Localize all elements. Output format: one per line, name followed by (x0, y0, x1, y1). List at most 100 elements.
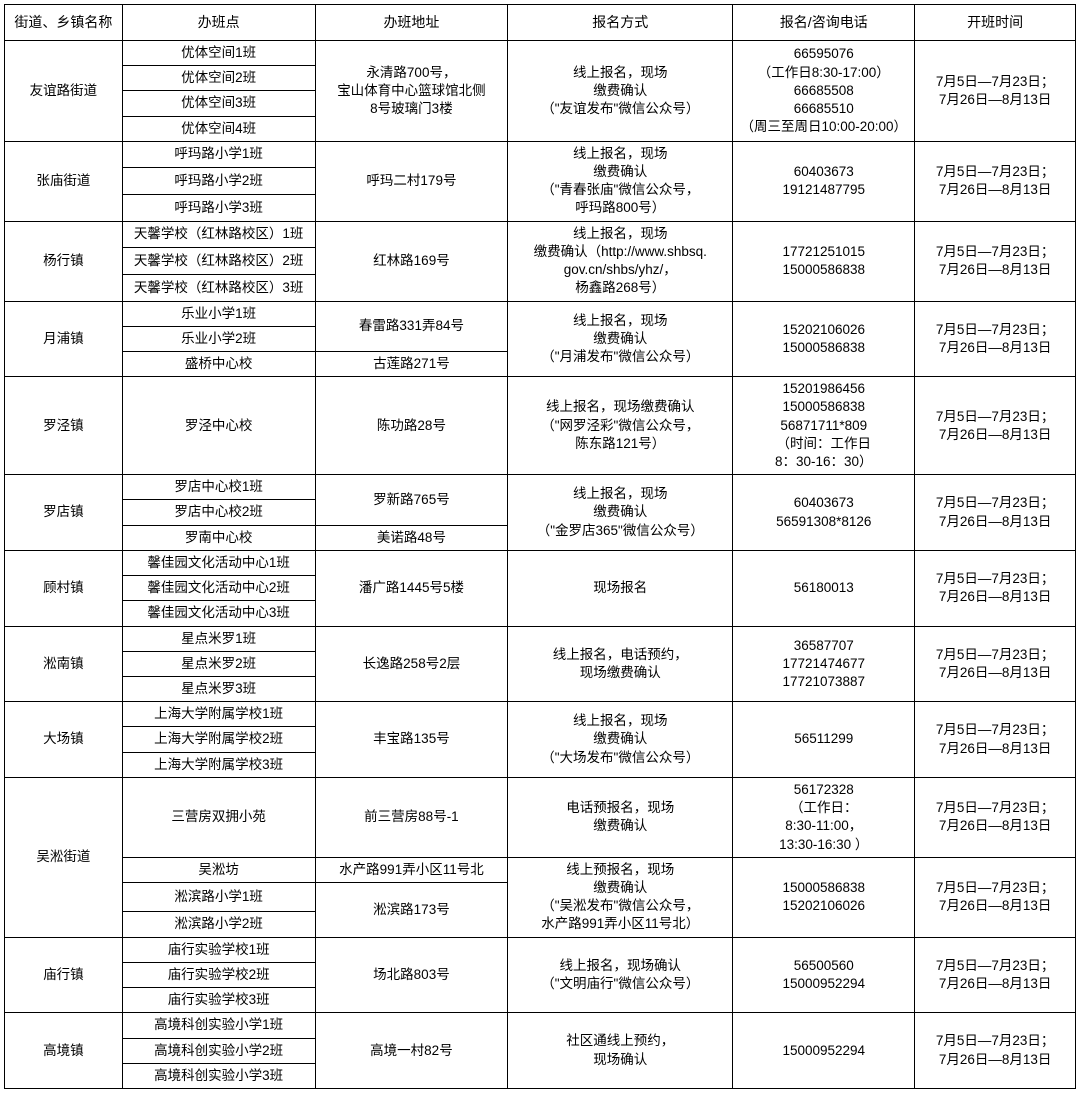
cell-method: 现场报名 (508, 550, 733, 626)
cell-method: 线上报名，现场缴费确认（"月浦发布"微信公众号） (508, 301, 733, 377)
cell-class: 优体空间4班 (122, 116, 315, 141)
cell-method: 线上报名，现场缴费确认（"大场发布"微信公众号） (508, 702, 733, 778)
col-time: 开班时间 (915, 5, 1076, 41)
cell-phone: 1520210602615000586838 (733, 301, 915, 377)
cell-phone: 56180013 (733, 550, 915, 626)
col-class: 办班点 (122, 5, 315, 41)
cell-class: 罗泾中心校 (122, 377, 315, 475)
table-row: 张庙街道 呼玛路小学1班 呼玛二村179号 线上报名，现场缴费确认（"青春张庙"… (5, 141, 1076, 168)
cell-class: 罗南中心校 (122, 525, 315, 550)
cell-method: 线上报名，现场缴费确认（"金罗店365"微信公众号） (508, 475, 733, 551)
cell-district: 月浦镇 (5, 301, 123, 377)
cell-addr: 前三营房88号-1 (315, 777, 508, 857)
cell-phone: 1772125101515000586838 (733, 221, 915, 301)
cell-time: 7月5日—7月23日；7月26日—8月13日 (915, 301, 1076, 377)
cell-method: 线上报名，现场确认（"文明庙行"微信公众号） (508, 937, 733, 1013)
cell-addr: 红林路169号 (315, 221, 508, 301)
cell-district: 淞南镇 (5, 626, 123, 702)
schedule-table: 街道、乡镇名称 办班点 办班地址 报名方式 报名/咨询电话 开班时间 友谊路街道… (4, 4, 1076, 1089)
table-row: 吴淞坊 水产路991弄小区11号北 线上预报名，现场缴费确认（"吴淞发布"微信公… (5, 857, 1076, 882)
cell-class: 优体空间2班 (122, 66, 315, 91)
cell-addr: 场北路803号 (315, 937, 508, 1013)
cell-addr: 永清路700号，宝山体育中心篮球馆北侧8号玻璃门3楼 (315, 40, 508, 141)
table-row: 月浦镇 乐业小学1班 春雷路331弄84号 线上报名，现场缴费确认（"月浦发布"… (5, 301, 1076, 326)
cell-class: 天馨学校（红林路校区）3班 (122, 274, 315, 301)
cell-time: 7月5日—7月23日；7月26日—8月13日 (915, 937, 1076, 1013)
table-row: 淞南镇 星点米罗1班 长逸路258号2层 线上报名，电话预约，现场缴费确认 36… (5, 626, 1076, 651)
table-row: 大场镇 上海大学附属学校1班 丰宝路135号 线上报名，现场缴费确认（"大场发布… (5, 702, 1076, 727)
cell-method: 线上报名，现场缴费确认（http://www.shbsq.gov.cn/shbs… (508, 221, 733, 301)
cell-class: 乐业小学2班 (122, 326, 315, 351)
cell-class: 乐业小学1班 (122, 301, 315, 326)
cell-addr: 罗新路765号 (315, 475, 508, 525)
cell-district: 吴淞街道 (5, 777, 123, 937)
cell-time: 7月5日—7月23日；7月26日—8月13日 (915, 1013, 1076, 1089)
cell-method: 线上预报名，现场缴费确认（"吴淞发布"微信公众号，水产路991弄小区11号北） (508, 857, 733, 937)
col-phone: 报名/咨询电话 (733, 5, 915, 41)
cell-district: 高境镇 (5, 1013, 123, 1089)
cell-addr: 水产路991弄小区11号北 (315, 857, 508, 882)
cell-district: 罗店镇 (5, 475, 123, 551)
cell-class: 庙行实验学校2班 (122, 962, 315, 987)
cell-class: 馨佳园文化活动中心3班 (122, 601, 315, 626)
cell-method: 电话预报名，现场缴费确认 (508, 777, 733, 857)
table-row: 高境镇 高境科创实验小学1班 高境一村82号 社区通线上预约，现场确认 1500… (5, 1013, 1076, 1038)
cell-district: 张庙街道 (5, 141, 123, 221)
cell-time: 7月5日—7月23日；7月26日—8月13日 (915, 141, 1076, 221)
cell-class: 罗店中心校1班 (122, 475, 315, 500)
cell-time: 7月5日—7月23日；7月26日—8月13日 (915, 626, 1076, 702)
cell-class: 罗店中心校2班 (122, 500, 315, 525)
cell-addr: 丰宝路135号 (315, 702, 508, 778)
cell-class: 呼玛路小学1班 (122, 141, 315, 168)
cell-class: 呼玛路小学2班 (122, 168, 315, 195)
cell-addr: 高境一村82号 (315, 1013, 508, 1089)
cell-phone: 56511299 (733, 702, 915, 778)
cell-class: 优体空间3班 (122, 91, 315, 116)
cell-time: 7月5日—7月23日；7月26日—8月13日 (915, 40, 1076, 141)
cell-addr: 淞滨路173号 (315, 882, 508, 937)
cell-class: 馨佳园文化活动中心2班 (122, 576, 315, 601)
cell-phone: 5650056015000952294 (733, 937, 915, 1013)
cell-class: 上海大学附属学校3班 (122, 752, 315, 777)
table-row: 罗泾镇 罗泾中心校 陈功路28号 线上报名，现场缴费确认（"网罗泾彩"微信公众号… (5, 377, 1076, 475)
cell-phone: 66595076（工作日8:30-17:00）6668550866685510（… (733, 40, 915, 141)
cell-class: 盛桥中心校 (122, 351, 315, 376)
cell-class: 淞滨路小学2班 (122, 912, 315, 937)
cell-class: 天馨学校（红林路校区）2班 (122, 248, 315, 275)
col-method: 报名方式 (508, 5, 733, 41)
cell-method: 线上报名，现场缴费确认（"友谊发布"微信公众号） (508, 40, 733, 141)
cell-class: 星点米罗2班 (122, 651, 315, 676)
col-address: 办班地址 (315, 5, 508, 41)
cell-district: 大场镇 (5, 702, 123, 778)
cell-time: 7月5日—7月23日；7月26日—8月13日 (915, 377, 1076, 475)
cell-class: 高境科创实验小学3班 (122, 1063, 315, 1088)
cell-district: 庙行镇 (5, 937, 123, 1013)
cell-addr: 陈功路28号 (315, 377, 508, 475)
cell-class: 上海大学附属学校1班 (122, 702, 315, 727)
cell-phone: 152019864561500058683856871711*809（时间：工作… (733, 377, 915, 475)
cell-class: 淞滨路小学1班 (122, 882, 315, 911)
cell-phone: 6040367319121487795 (733, 141, 915, 221)
cell-time: 7月5日—7月23日；7月26日—8月13日 (915, 702, 1076, 778)
table-row: 杨行镇 天馨学校（红林路校区）1班 红林路169号 线上报名，现场缴费确认（ht… (5, 221, 1076, 248)
cell-class: 天馨学校（红林路校区）1班 (122, 221, 315, 248)
cell-phone: 56172328（工作日：8:30-11:00，13:30-16:30 ） (733, 777, 915, 857)
cell-class: 高境科创实验小学1班 (122, 1013, 315, 1038)
cell-phone: 6040367356591308*8126 (733, 475, 915, 551)
cell-class: 庙行实验学校1班 (122, 937, 315, 962)
cell-phone: 1500058683815202106026 (733, 857, 915, 937)
cell-district: 友谊路街道 (5, 40, 123, 141)
cell-phone: 15000952294 (733, 1013, 915, 1089)
cell-district: 罗泾镇 (5, 377, 123, 475)
table-row: 罗店镇 罗店中心校1班 罗新路765号 线上报名，现场缴费确认（"金罗店365"… (5, 475, 1076, 500)
cell-time: 7月5日—7月23日；7月26日—8月13日 (915, 550, 1076, 626)
cell-method: 线上报名，现场缴费确认（"青春张庙"微信公众号，呼玛路800号） (508, 141, 733, 221)
cell-class: 高境科创实验小学2班 (122, 1038, 315, 1063)
cell-addr: 潘广路1445号5楼 (315, 550, 508, 626)
cell-class: 三营房双拥小苑 (122, 777, 315, 857)
cell-addr: 呼玛二村179号 (315, 141, 508, 221)
cell-phone: 365877071772147467717721073887 (733, 626, 915, 702)
table-row: 庙行镇 庙行实验学校1班 场北路803号 线上报名，现场确认（"文明庙行"微信公… (5, 937, 1076, 962)
header-row: 街道、乡镇名称 办班点 办班地址 报名方式 报名/咨询电话 开班时间 (5, 5, 1076, 41)
cell-time: 7月5日—7月23日；7月26日—8月13日 (915, 857, 1076, 937)
